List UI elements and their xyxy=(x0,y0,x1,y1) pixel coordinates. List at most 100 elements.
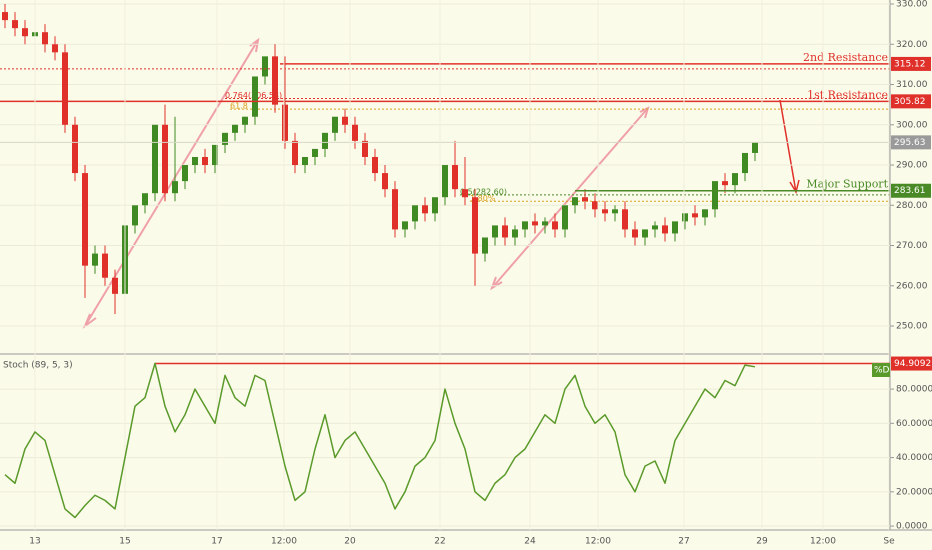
candle-body xyxy=(232,124,238,133)
candle-body xyxy=(322,132,328,149)
y-tick-label: 0.0000 xyxy=(896,522,928,532)
candle-body xyxy=(552,221,558,230)
candle-body xyxy=(682,213,688,222)
x-tick-label: 17 xyxy=(211,537,222,547)
candle-body xyxy=(672,221,678,234)
candle-body xyxy=(112,277,118,294)
price-tag-label: 283.61 xyxy=(894,186,926,196)
candle-body xyxy=(2,12,8,21)
candle-body xyxy=(292,140,298,166)
candle-body xyxy=(192,156,198,166)
candle-body xyxy=(602,209,608,214)
level-name: 1st Resistance xyxy=(807,88,888,101)
candle-body xyxy=(272,56,278,105)
candle-body xyxy=(402,221,408,230)
x-tick-label: 13 xyxy=(29,537,40,547)
candle-body xyxy=(742,152,748,174)
candle-body xyxy=(612,209,618,214)
candle-body xyxy=(632,229,638,238)
y-tick-label: 290.00 xyxy=(896,161,928,171)
candle-body xyxy=(262,56,268,77)
candle-body xyxy=(642,229,648,238)
candle-body xyxy=(412,205,418,222)
candle-body xyxy=(422,205,428,214)
stoch-line xyxy=(4,362,756,519)
price-tag xyxy=(891,356,932,371)
price-tag xyxy=(891,56,931,71)
candle-body xyxy=(22,28,28,37)
x-tick-label: 20 xyxy=(344,537,356,547)
candle-body xyxy=(522,221,528,230)
candle-body xyxy=(92,253,98,266)
candle-body xyxy=(222,132,228,145)
price-tag xyxy=(891,94,931,109)
y-tick-label: 20.0000 xyxy=(896,487,932,497)
candle-body xyxy=(432,197,438,214)
x-tick-label: 12:00 xyxy=(271,537,297,547)
candle-body xyxy=(302,156,308,166)
candle-body xyxy=(692,213,698,218)
stoch-title: Stoch (89, 5, 3) xyxy=(3,361,73,371)
y-tick-label: 250.00 xyxy=(896,322,928,332)
price-tag xyxy=(891,183,931,198)
y-tick-label: 40.0000 xyxy=(896,453,932,463)
candle-body xyxy=(142,193,148,206)
candle-body xyxy=(242,116,248,125)
candle-body xyxy=(662,225,668,234)
candle-body xyxy=(512,229,518,238)
candle-body xyxy=(342,116,348,125)
x-tick-label: 27 xyxy=(678,537,689,547)
candle-body xyxy=(482,237,488,254)
y-tick-label: 80.0000 xyxy=(896,385,932,395)
x-tick-label: 22 xyxy=(434,537,445,547)
candle-body xyxy=(582,197,588,202)
candle-body xyxy=(172,181,178,194)
legend-tag xyxy=(872,363,890,377)
candle-body xyxy=(162,124,168,194)
candle-body xyxy=(312,148,318,157)
candle-body xyxy=(592,201,598,210)
candle-body xyxy=(542,221,548,226)
candle-body xyxy=(352,124,358,141)
price-tag-label: 94.9092 xyxy=(894,359,931,369)
candle-body xyxy=(722,181,728,186)
fib-label: 0.5(282.60) xyxy=(460,187,507,196)
candle-body xyxy=(82,173,88,266)
candle-body xyxy=(652,225,658,230)
y-tick-label: 310.00 xyxy=(896,80,928,90)
y-tick-label: 60.0000 xyxy=(896,419,932,429)
candle-body xyxy=(712,181,718,210)
y-tick-label: 280.00 xyxy=(896,201,928,211)
candle-body xyxy=(362,140,368,157)
y-tick-label: 330.00 xyxy=(896,0,928,10)
price-tag-label: 305.82 xyxy=(894,97,926,107)
projection-arrow xyxy=(779,99,800,194)
x-tick-label: Se xyxy=(883,537,895,547)
candle-body xyxy=(492,225,498,238)
legend-entry: %D xyxy=(874,366,890,376)
candle-body xyxy=(622,209,628,230)
candle-body xyxy=(132,205,138,226)
fib-label: 61.8 xyxy=(230,102,248,111)
y-tick-label: 260.00 xyxy=(896,281,928,291)
y-tick-label: 300.00 xyxy=(896,120,928,130)
candle-body xyxy=(472,197,478,254)
y-tick-label: 270.00 xyxy=(896,241,928,251)
price-tag xyxy=(891,135,931,150)
candle-body xyxy=(752,142,758,153)
candle-body xyxy=(452,165,458,190)
candle-body xyxy=(102,253,108,278)
candle-body xyxy=(462,189,468,198)
level-name: 2nd Resistance xyxy=(803,51,888,64)
y-tick-label: 320.00 xyxy=(896,40,928,50)
candle-body xyxy=(252,76,258,117)
candle-body xyxy=(72,124,78,174)
candle-body xyxy=(442,165,448,198)
candle-body xyxy=(372,156,378,174)
fib-label: 1.80% xyxy=(470,194,496,203)
candle-body xyxy=(572,197,578,206)
x-tick-label: 12:00 xyxy=(585,537,611,547)
candle-body xyxy=(52,44,58,53)
price-tag-label: 295.63 xyxy=(894,138,926,148)
candle-body xyxy=(532,221,538,226)
